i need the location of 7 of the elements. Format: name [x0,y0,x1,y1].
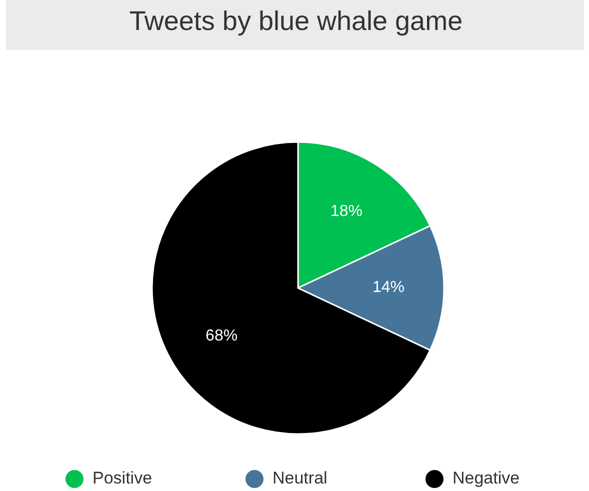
data-label: 68% [206,328,238,345]
data-label: 18% [330,202,363,220]
legend-label: Negative [452,468,520,488]
legend-label: Neutral [272,468,328,488]
data-label: 14% [372,279,405,296]
chart-title: Tweets by blue whale game [129,6,463,36]
legend-label: Positive [92,468,152,488]
